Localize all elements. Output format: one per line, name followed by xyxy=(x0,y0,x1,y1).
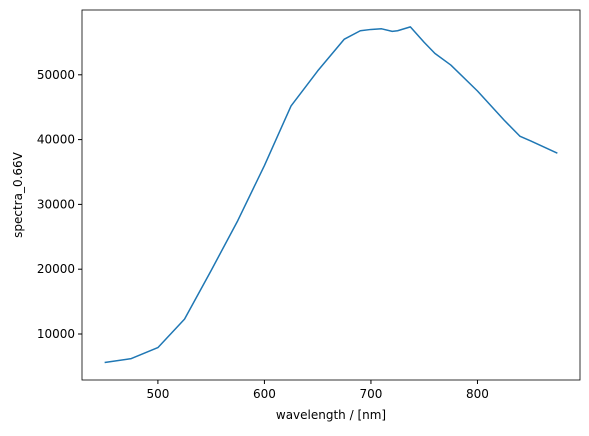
x-tick-label: 800 xyxy=(466,387,489,401)
line xyxy=(104,26,558,364)
y-tick-label: 20000 xyxy=(37,262,75,276)
x-tick-label: 600 xyxy=(253,387,276,401)
y-tick-label: 40000 xyxy=(37,133,75,147)
x-axis-label: wavelength / [nm] xyxy=(276,408,386,422)
y-tick-label: 30000 xyxy=(37,197,75,211)
x-tick-label: 700 xyxy=(359,387,382,401)
y-tick-label: 10000 xyxy=(37,327,75,341)
x-tick-label: 500 xyxy=(146,387,169,401)
y-axis-label: spectra_0.66V xyxy=(11,151,25,238)
plot-frame xyxy=(81,9,581,381)
y-tick-label: 50000 xyxy=(37,68,75,82)
